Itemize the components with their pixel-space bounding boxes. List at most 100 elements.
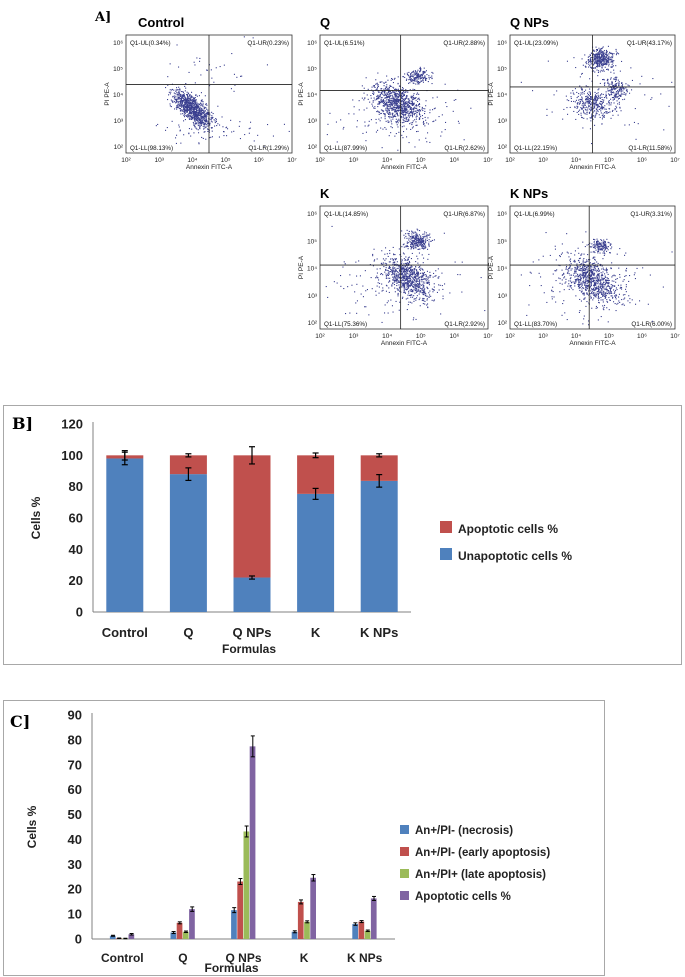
y-tick-label: 10³ [114, 118, 124, 125]
bar-q-0 [170, 932, 177, 939]
quadrant-lr-label: Q1-LR(1.29%) [248, 145, 289, 152]
flow-plot-3: Q NPs Q1-UL(23.09%) Q1-UR(43.17%) Q1-LL(22.… [488, 15, 680, 171]
flow-plot-events [326, 66, 472, 151]
flow-plot-events [155, 36, 290, 147]
y-tick-label: 120 [61, 417, 83, 432]
y-tick-label: 10⁴ [307, 92, 317, 99]
legend-swatch [400, 891, 409, 900]
category-label: Q [178, 951, 187, 965]
y-tick-label: 90 [68, 708, 82, 723]
y-tick-label: 10⁵ [307, 66, 317, 73]
panel-c-frame [3, 700, 605, 976]
flow-plot-title: K [320, 186, 330, 201]
y-tick-label: 60 [69, 511, 83, 526]
y-tick-label: 10⁵ [307, 238, 317, 245]
flow-plot-4: K Q1-UL(14.85%) Q1-UR(6.87%) Q1-LL(75.36%) Q… [298, 186, 493, 347]
flow-plot-1: Control Q1-UL(0.34%) Q1-UR(0.23%) Q1-LL(98.… [104, 15, 297, 171]
y-tick-label: 10⁵ [113, 66, 123, 73]
bar-control-0 [106, 458, 144, 612]
legend-label: An+/PI+ (late apoptosis) [415, 869, 546, 881]
x-tick-label: 10⁷ [670, 157, 680, 164]
x-tick-label: 10³ [538, 157, 548, 164]
x-tick-label: 10⁴ [571, 333, 581, 340]
y-tick-label: 10 [68, 907, 82, 922]
y-tick-label: 10⁴ [113, 92, 123, 99]
quadrant-ll-label: Q1-LL(87.99%) [324, 145, 367, 152]
category-label: Control [102, 625, 148, 640]
bar-k-nps-2 [364, 930, 371, 939]
bar-q-1 [169, 455, 207, 475]
quadrant-ul-label: Q1-UL(14.85%) [324, 211, 368, 218]
y-axis-title: Cells % [29, 496, 43, 539]
y-tick-label: 10² [308, 320, 318, 327]
legend-swatch [400, 847, 409, 856]
bar-q-1 [176, 922, 183, 939]
x-tick-label: 10⁵ [416, 157, 426, 164]
bar-k-nps-0 [360, 480, 398, 612]
quadrant-ur-label: Q1-UR(43.17%) [627, 40, 672, 47]
bar-k-0 [291, 931, 298, 939]
y-tick-label: 10³ [498, 293, 508, 300]
chart-c-grouped-bars: 0 10 20 30 40 50 60 70 80 90 Cells % Formulas Contro… [25, 708, 550, 976]
chart-b-stacked-bars: 0 20 40 60 80 100 120 Cells % Formulas Control Q Q … [29, 417, 572, 657]
x-tick-label: 10⁵ [221, 157, 231, 164]
flow-plot-title: Q NPs [510, 15, 549, 30]
x-tick-label: 10⁶ [637, 333, 647, 340]
category-label: K NPs [360, 625, 398, 640]
legend-label: Apoptotic cells % [415, 891, 511, 903]
y-tick-label: 40 [69, 542, 83, 557]
bar-k-1 [297, 455, 335, 494]
bar-q-2 [182, 931, 189, 939]
y-axis-label: PI PE-A [488, 255, 495, 279]
y-tick-label: 10⁴ [497, 92, 507, 99]
x-tick-label: 10² [315, 157, 325, 164]
quadrant-ur-label: Q1-UR(6.87%) [443, 211, 485, 218]
category-label: Q NPs [232, 625, 271, 640]
y-axis-label: PI PE-A [298, 82, 305, 106]
y-tick-label: 80 [68, 732, 82, 747]
y-tick-label: 10⁴ [497, 266, 507, 273]
x-tick-label: 10³ [538, 333, 548, 340]
legend-label: An+/PI- (necrosis) [415, 825, 513, 837]
x-tick-label: 10⁷ [670, 333, 680, 340]
x-axis-label: Annexin FITC-A [381, 340, 428, 347]
flow-plot-events [520, 231, 673, 326]
y-tick-label: 10² [114, 144, 124, 151]
bar-q-nps-3 [249, 746, 256, 939]
quadrant-lr-label: Q1-LR(2.92%) [444, 321, 485, 328]
flow-plot-5: K NPs Q1-UL(6.99%) Q1-UR(3.31%) Q1-LL(83.70… [488, 186, 680, 347]
quadrant-ll-label: Q1-LL(83.70%) [514, 321, 557, 328]
quadrant-ll-label: Q1-LL(22.15%) [514, 145, 557, 152]
y-tick-label: 10⁵ [497, 66, 507, 73]
panel-c-letter: C] [10, 712, 31, 731]
flow-plot-events [325, 225, 486, 323]
bar-k-0 [297, 493, 335, 612]
flow-plot-title: Control [138, 15, 184, 30]
x-tick-label: 10³ [349, 333, 359, 340]
bar-k-2 [304, 921, 310, 939]
y-tick-label: 10³ [308, 293, 318, 300]
quadrant-ul-label: Q1-UL(23.09%) [514, 40, 558, 47]
x-tick-label: 10⁶ [637, 157, 647, 164]
quadrant-ul-label: Q1-UL(6.99%) [514, 211, 555, 218]
quadrant-ul-label: Q1-UL(0.34%) [130, 40, 171, 47]
quadrant-ur-label: Q1-UR(2.88%) [443, 40, 485, 47]
bar-k-nps-3 [370, 898, 377, 939]
category-label: K NPs [347, 951, 383, 965]
category-label: Q NPs [225, 951, 261, 965]
y-tick-label: 10⁵ [497, 238, 507, 245]
y-tick-label: 10³ [498, 118, 508, 125]
x-tick-label: 10³ [154, 157, 164, 164]
y-tick-label: 80 [69, 479, 83, 494]
y-tick-label: 10⁴ [307, 266, 317, 273]
x-tick-label: 10² [505, 333, 515, 340]
y-tick-label: 0 [75, 932, 82, 947]
y-tick-label: 10⁶ [113, 40, 123, 47]
x-tick-label: 10⁵ [416, 333, 426, 340]
legend-label: Apoptotic cells % [458, 522, 558, 536]
flow-plot-frame [509, 205, 676, 330]
quadrant-ll-label: Q1-LL(75.36%) [324, 321, 367, 328]
x-tick-label: 10⁶ [449, 157, 459, 164]
x-tick-label: 10⁵ [604, 333, 614, 340]
y-tick-label: 30 [68, 857, 82, 872]
